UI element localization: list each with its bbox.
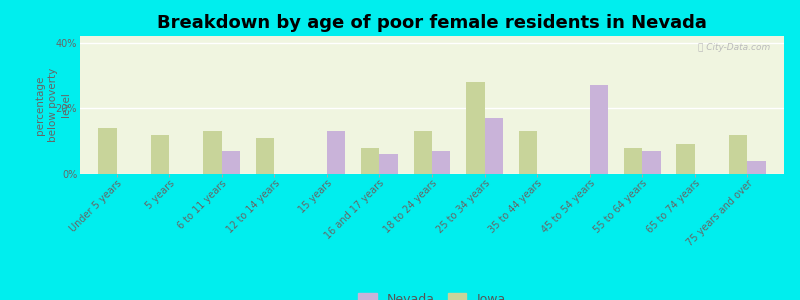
Bar xyxy=(151,135,170,174)
Bar xyxy=(590,85,608,174)
Bar xyxy=(485,118,503,174)
Bar xyxy=(203,131,222,174)
Bar xyxy=(361,148,379,174)
Bar xyxy=(466,82,485,174)
Bar xyxy=(98,128,117,174)
Bar xyxy=(432,151,450,174)
Y-axis label: percentage
below poverty
level: percentage below poverty level xyxy=(34,68,71,142)
Bar xyxy=(642,151,661,174)
Text: ⓘ City-Data.com: ⓘ City-Data.com xyxy=(698,43,770,52)
Bar xyxy=(729,135,747,174)
Title: Breakdown by age of poor female residents in Nevada: Breakdown by age of poor female resident… xyxy=(157,14,707,32)
Bar xyxy=(327,131,346,174)
Bar xyxy=(518,131,537,174)
Bar xyxy=(379,154,398,174)
Bar xyxy=(256,138,274,174)
Bar xyxy=(747,161,766,174)
Bar xyxy=(624,148,642,174)
Legend: Nevada, Iowa: Nevada, Iowa xyxy=(354,288,510,300)
Bar xyxy=(222,151,240,174)
Bar xyxy=(414,131,432,174)
Bar xyxy=(676,144,694,174)
